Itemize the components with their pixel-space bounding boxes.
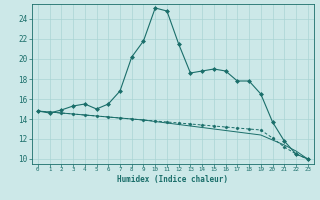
X-axis label: Humidex (Indice chaleur): Humidex (Indice chaleur) [117,175,228,184]
